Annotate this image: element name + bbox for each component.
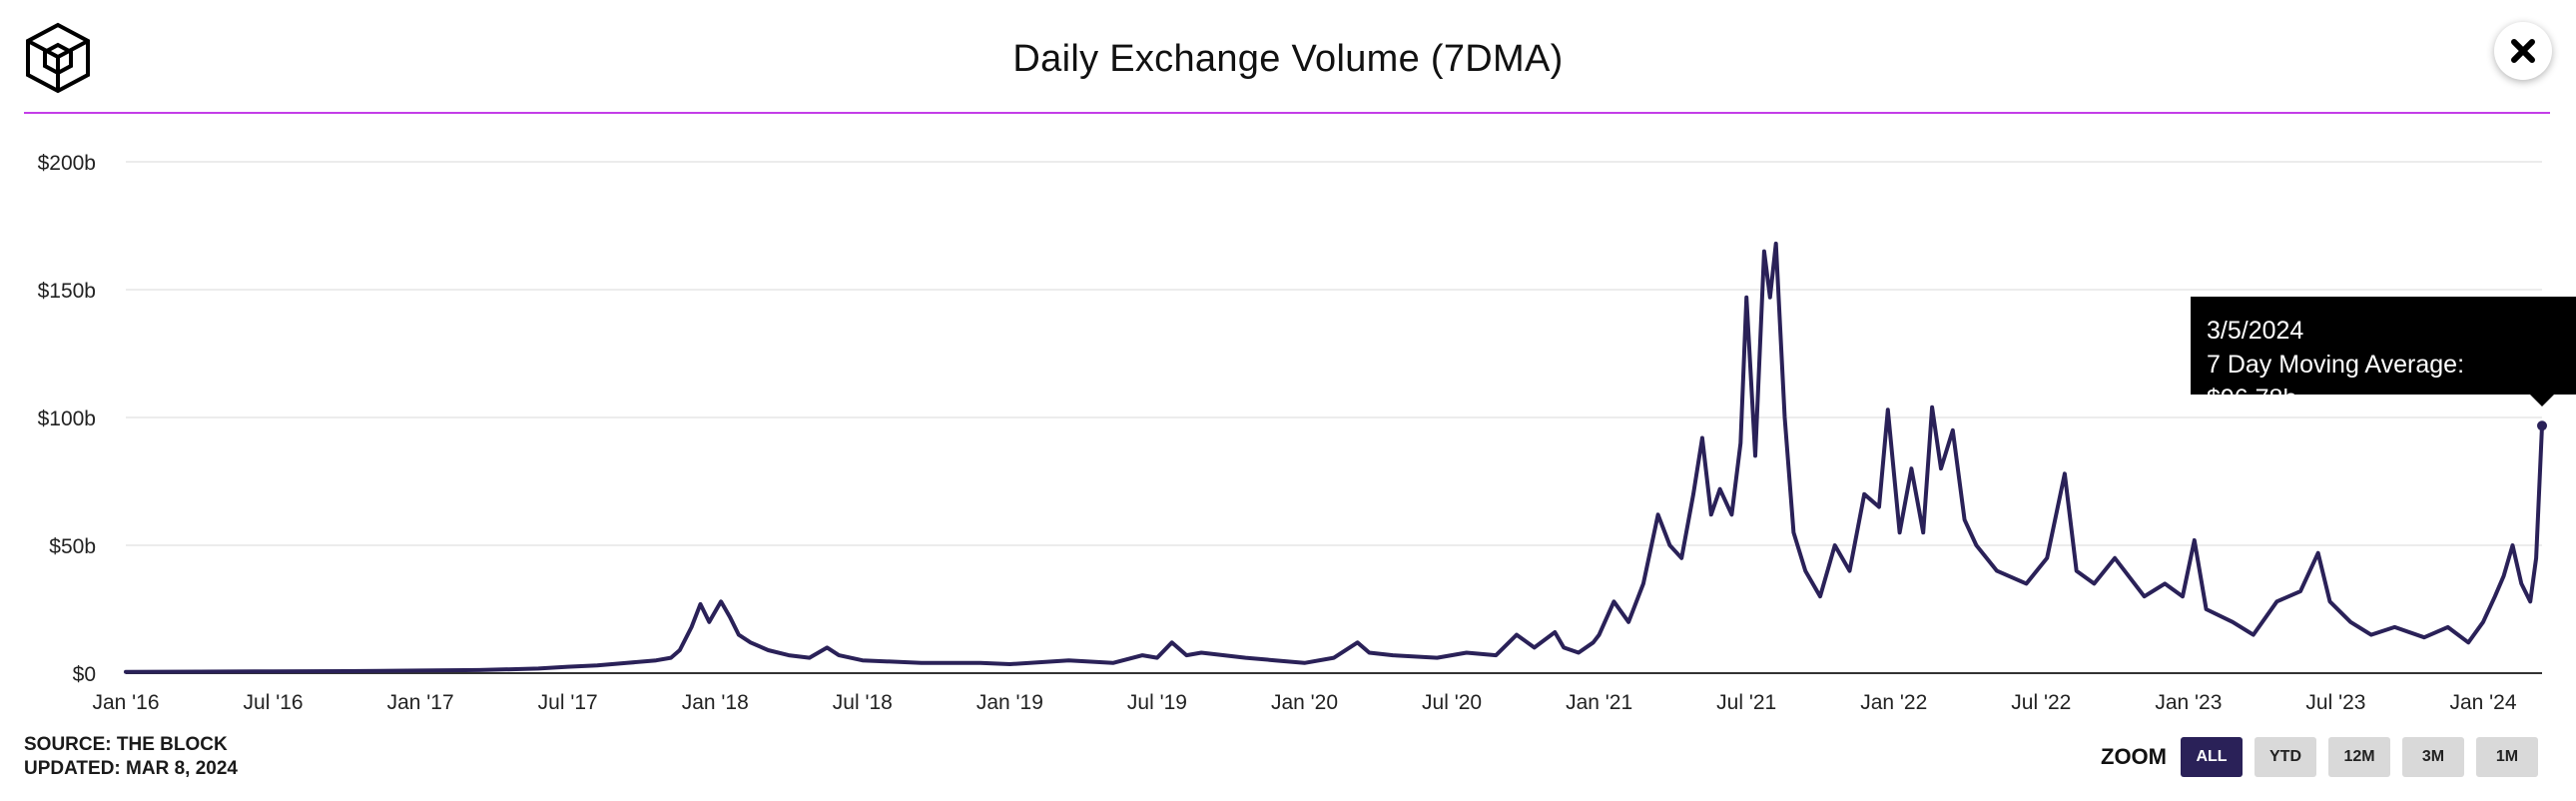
x-tick-label: Jan '24 bbox=[2449, 691, 2516, 714]
tooltip-arrow bbox=[2530, 395, 2554, 406]
updated-label: UPDATED: MAR 8, 2024 bbox=[24, 758, 238, 779]
x-tick-label: Jan '21 bbox=[1566, 691, 1632, 714]
y-tick-label: $150b bbox=[38, 280, 96, 303]
y-tick-label: $100b bbox=[38, 407, 96, 430]
zoom-all-button[interactable]: ALL bbox=[2181, 737, 2243, 777]
volume-series-line bbox=[124, 241, 2544, 674]
y-tick-label: $200b bbox=[38, 152, 96, 175]
x-tick-label: Jan '23 bbox=[2155, 691, 2222, 714]
x-tick-label: Jan '16 bbox=[92, 691, 159, 714]
zoom-controls: ZOOM ALL YTD 12M 3M 1M bbox=[2101, 735, 2550, 779]
hover-point bbox=[2537, 420, 2547, 431]
page-title: Daily Exchange Volume (7DMA) bbox=[1012, 38, 1564, 80]
zoom-label: ZOOM bbox=[2101, 744, 2167, 769]
x-tick-label: Jul '23 bbox=[2305, 691, 2365, 714]
chart-tooltip: 3/5/2024 7 Day Moving Average: $96.78b bbox=[2191, 297, 2576, 412]
x-tick-label: Jan '19 bbox=[976, 691, 1043, 714]
x-tick-label: Jul '17 bbox=[538, 691, 598, 714]
source-info: SOURCE: THE BLOCK UPDATED: MAR 8, 2024 bbox=[24, 733, 238, 781]
x-tick-label: Jul '22 bbox=[2011, 691, 2071, 714]
volume-chart: $0 $50b $100b $150b $200b Jan '16 Jul '16 Jan '… bbox=[38, 152, 2547, 714]
x-tick-label: Jul '19 bbox=[1127, 691, 1187, 714]
y-tick-label: $0 bbox=[73, 663, 96, 686]
x-tick-label: Jan '22 bbox=[1860, 691, 1927, 714]
zoom-3m-button[interactable]: 3M bbox=[2402, 737, 2464, 777]
x-tick-label: Jan '18 bbox=[682, 691, 749, 714]
x-tick-label: Jul '18 bbox=[833, 691, 893, 714]
x-tick-label: Jan '17 bbox=[387, 691, 454, 714]
tooltip-date: 3/5/2024 bbox=[2207, 317, 2304, 345]
tooltip-value: 7 Day Moving Average: $96.78b bbox=[2207, 351, 2465, 412]
x-tick-label: Jul '21 bbox=[1716, 691, 1776, 714]
title-divider bbox=[24, 112, 2550, 114]
x-tick-label: Jul '20 bbox=[1422, 691, 1482, 714]
source-label: SOURCE: THE BLOCK bbox=[24, 734, 228, 755]
x-tick-label: Jul '16 bbox=[244, 691, 304, 714]
zoom-ytd-button[interactable]: YTD bbox=[2254, 737, 2316, 777]
close-icon bbox=[2511, 39, 2535, 63]
close-button[interactable] bbox=[2494, 22, 2552, 80]
zoom-12m-button[interactable]: 12M bbox=[2328, 737, 2390, 777]
the-block-logo-icon bbox=[26, 22, 90, 94]
zoom-1m-button[interactable]: 1M bbox=[2476, 737, 2538, 777]
x-tick-label: Jan '20 bbox=[1271, 691, 1338, 714]
y-tick-label: $50b bbox=[49, 535, 96, 558]
